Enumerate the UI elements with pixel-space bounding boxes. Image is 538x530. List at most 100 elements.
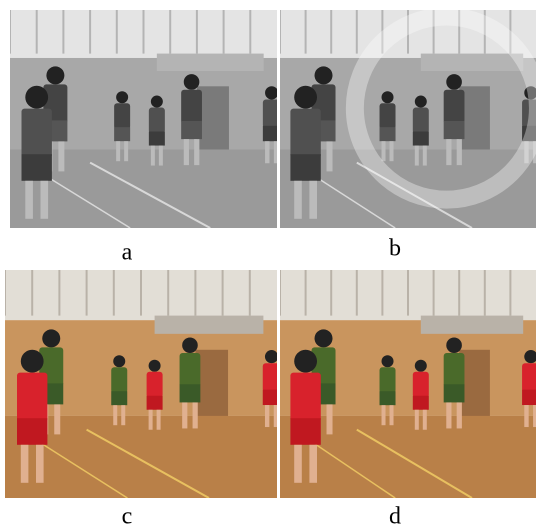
leg [194,139,199,165]
head [294,86,317,109]
head [149,360,161,372]
head [524,350,537,363]
head [446,337,462,353]
leg [265,141,269,163]
torso [522,363,538,392]
head [315,329,333,347]
leg [121,405,125,425]
shorts [380,127,396,141]
torso [413,372,429,398]
shorts [380,391,396,405]
torso [290,373,320,422]
shorts [147,396,163,410]
leg [113,405,117,425]
leg [294,181,302,219]
leg [524,405,528,427]
leg [415,410,419,430]
photo [10,10,280,228]
leg [390,141,394,161]
torso [180,353,201,387]
torso [380,103,396,129]
leg [446,139,451,165]
balcony [421,54,523,71]
leg [54,404,60,434]
leg [41,181,49,219]
head [151,96,163,108]
head [315,66,333,84]
torso [444,353,465,387]
photo [280,270,538,498]
leg [149,410,153,430]
balcony [421,316,523,334]
torso [263,363,281,392]
leg [415,146,419,166]
shorts [149,132,165,146]
torso [380,367,396,393]
head [382,91,394,103]
leg [294,445,302,483]
head [265,350,278,363]
head [25,86,48,109]
leg [309,181,317,219]
leg [265,405,269,427]
shorts [181,121,202,139]
shorts [522,390,538,405]
leg [274,141,278,163]
leg [457,402,462,428]
shorts [22,154,52,181]
panel-label: b [389,236,401,262]
shorts [114,127,130,141]
leg [36,445,44,483]
torso [413,108,429,134]
leg [446,402,451,428]
head [415,96,427,108]
head [46,66,64,84]
head [446,74,462,90]
leg [25,181,33,219]
head [21,350,44,373]
leg [58,141,64,171]
leg [382,405,386,425]
leg [327,404,333,434]
balcony [155,316,264,334]
shorts [263,126,281,141]
torso [290,109,320,158]
shorts [413,132,429,146]
shorts [290,418,320,445]
shorts [111,391,127,405]
leg [193,402,198,428]
leg [151,146,155,166]
torso [111,367,127,393]
leg [21,445,29,483]
leg [182,402,187,428]
head [415,360,427,372]
leg [533,405,537,427]
panel-label: c [122,504,133,530]
head [113,355,125,367]
panel-label: a [122,240,133,266]
head [182,337,198,353]
leg [423,146,427,166]
torso [263,99,281,128]
photo [280,10,538,228]
shorts [180,384,201,402]
shorts [290,154,320,181]
leg [184,139,189,165]
torso [147,372,163,398]
panel-label: d [389,504,401,530]
shorts [444,121,465,139]
head [116,91,128,103]
shorts [263,390,281,405]
figure: a b c d [0,0,538,530]
head [42,329,60,347]
leg [457,139,462,165]
balcony [157,54,264,71]
leg [159,146,163,166]
torso [444,90,465,124]
leg [157,410,161,430]
leg [116,141,120,161]
head [294,350,317,373]
leg [124,141,128,161]
torso [22,109,52,158]
torso [149,108,165,134]
